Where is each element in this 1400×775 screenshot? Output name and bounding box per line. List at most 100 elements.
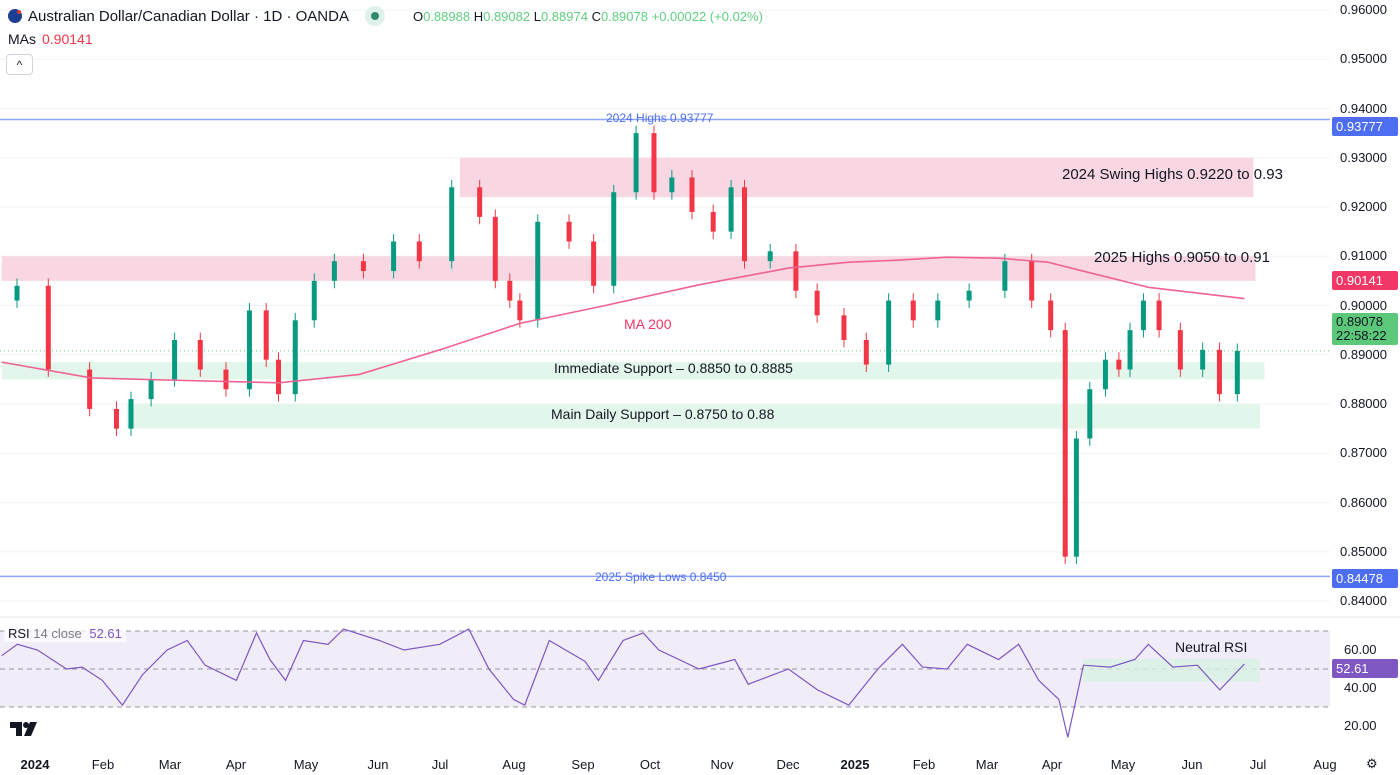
neutral-rsi-zone (1083, 659, 1260, 682)
candle-body (1102, 359, 1108, 390)
candle-body (416, 241, 422, 262)
candle-body (767, 251, 773, 262)
time-tick: Sep (571, 757, 595, 772)
time-tick: Apr (1041, 757, 1063, 772)
candle-body (148, 379, 154, 400)
time-tick: 2025 (840, 757, 870, 772)
candle-body (651, 133, 657, 193)
candle-body (886, 300, 892, 365)
zone-2024-swing-highs (459, 157, 1254, 198)
candle-body (263, 310, 269, 360)
rsi-legend[interactable]: RSI 14 close 52.61 (4, 625, 126, 642)
candle-body (633, 133, 639, 193)
candle-body (1048, 300, 1054, 331)
time-tick: Jul (431, 757, 449, 772)
candle-body (223, 369, 229, 390)
zone-main-daily-support (126, 404, 1261, 429)
candle-body (275, 359, 281, 395)
candle-body (1062, 330, 1068, 557)
ohlc-values: O0.88988 H0.89082 L0.88974 C0.89078 +0.0… (412, 8, 763, 24)
immediate-support-label: Immediate Support – 0.8850 to 0.8885 (554, 360, 793, 376)
candle-body (128, 399, 134, 429)
candle-body (1156, 300, 1162, 331)
australia-flag-icon (8, 9, 22, 23)
candle-body (1234, 350, 1240, 395)
ma-legend[interactable]: MAs 0.90141 (8, 31, 93, 47)
candle-body (1200, 349, 1206, 370)
rsi-tick: 40.00 (1344, 680, 1377, 695)
candle-body (1073, 438, 1079, 557)
time-tick: Nov (710, 757, 734, 772)
candle-body (1116, 359, 1122, 370)
candle-body (331, 261, 337, 281)
candle-body (292, 320, 298, 395)
candle-body (1087, 389, 1093, 439)
candle-body (360, 261, 366, 272)
candle-body (935, 300, 941, 321)
ma200-line (1, 256, 1245, 384)
price-tick: 0.92000 (1340, 199, 1387, 214)
levels (0, 118, 1330, 578)
candle-body (311, 280, 317, 321)
candle-body (741, 187, 747, 262)
time-tick: Apr (225, 757, 247, 772)
market-open-dot[interactable] (364, 6, 385, 26)
candle-body (669, 177, 675, 193)
settings-gear-icon[interactable]: ⚙ (1366, 756, 1378, 771)
price-tick: 0.84000 (1340, 593, 1387, 608)
candle-body (966, 290, 972, 301)
zone-2025-highs (1, 256, 1256, 281)
candle-body (535, 221, 541, 321)
highs-2025-label: 2025 Highs 0.9050 to 0.91 (1094, 249, 1270, 266)
rsi-line (1, 628, 1245, 738)
neutral-rsi-label: Neutral RSI (1175, 639, 1248, 655)
time-tick: Feb (91, 757, 115, 772)
candle-body (566, 221, 572, 242)
grid (0, 9, 1400, 618)
candle-body (591, 241, 597, 286)
time-tick: Jul (1249, 757, 1267, 772)
symbol-title: Australian Dollar/Canadian Dollar · 1D ·… (28, 7, 349, 25)
candle-body (14, 285, 20, 301)
candle-body (113, 408, 119, 429)
collapse-legend-button[interactable]: ^ (6, 54, 33, 75)
ma200-line (1, 256, 1245, 384)
price-tick: 0.88000 (1340, 396, 1387, 411)
rsi-value-tag: 52.61 (1332, 659, 1398, 678)
time-tick: May (293, 757, 319, 772)
symbol-header[interactable]: Australian Dollar/Canadian Dollar · 1D ·… (8, 6, 763, 26)
rsi-pane (0, 628, 1330, 738)
candle-body (1002, 261, 1008, 291)
zones (1, 157, 1265, 429)
candles (14, 125, 1240, 565)
time-tick: 2024 (20, 757, 50, 772)
time-tick: Mar (975, 757, 999, 772)
ma200-label: MA 200 (624, 316, 672, 332)
candle-body (1216, 349, 1222, 395)
time-tick: May (1110, 757, 1136, 772)
swing-highs-label: 2024 Swing Highs 0.9220 to 0.93 (1062, 166, 1283, 183)
spike-lows-label: 2025 Spike Lows 0.8450 (595, 570, 727, 584)
price-tick: 0.87000 (1340, 445, 1387, 461)
high-level-tag: 0.93777 (1332, 117, 1398, 136)
rsi-tick: 20.00 (1344, 718, 1377, 733)
main-support-label: Main Daily Support – 0.8750 to 0.88 (551, 406, 775, 422)
price-tick: 0.86000 (1340, 494, 1387, 510)
candle-body (172, 339, 178, 380)
price-tick: 0.94000 (1340, 100, 1387, 116)
time-tick: Jun (1181, 757, 1203, 772)
time-tick: Aug (1313, 757, 1337, 772)
candle-body (1140, 300, 1146, 331)
ma-price-tag: 0.90141 (1332, 271, 1398, 290)
candle-body (246, 310, 252, 390)
tradingview-logo (10, 722, 37, 736)
candle-body (841, 315, 847, 340)
low-level-tag: 0.84478 (1332, 569, 1398, 588)
price-tick: 0.91000 (1340, 248, 1387, 264)
candle-body (449, 187, 455, 262)
highs-2024-label: 2024 Highs 0.93777 (606, 111, 714, 125)
time-tick: Aug (502, 757, 526, 772)
price-tick: 0.85000 (1340, 543, 1387, 559)
candle-body (710, 211, 716, 232)
